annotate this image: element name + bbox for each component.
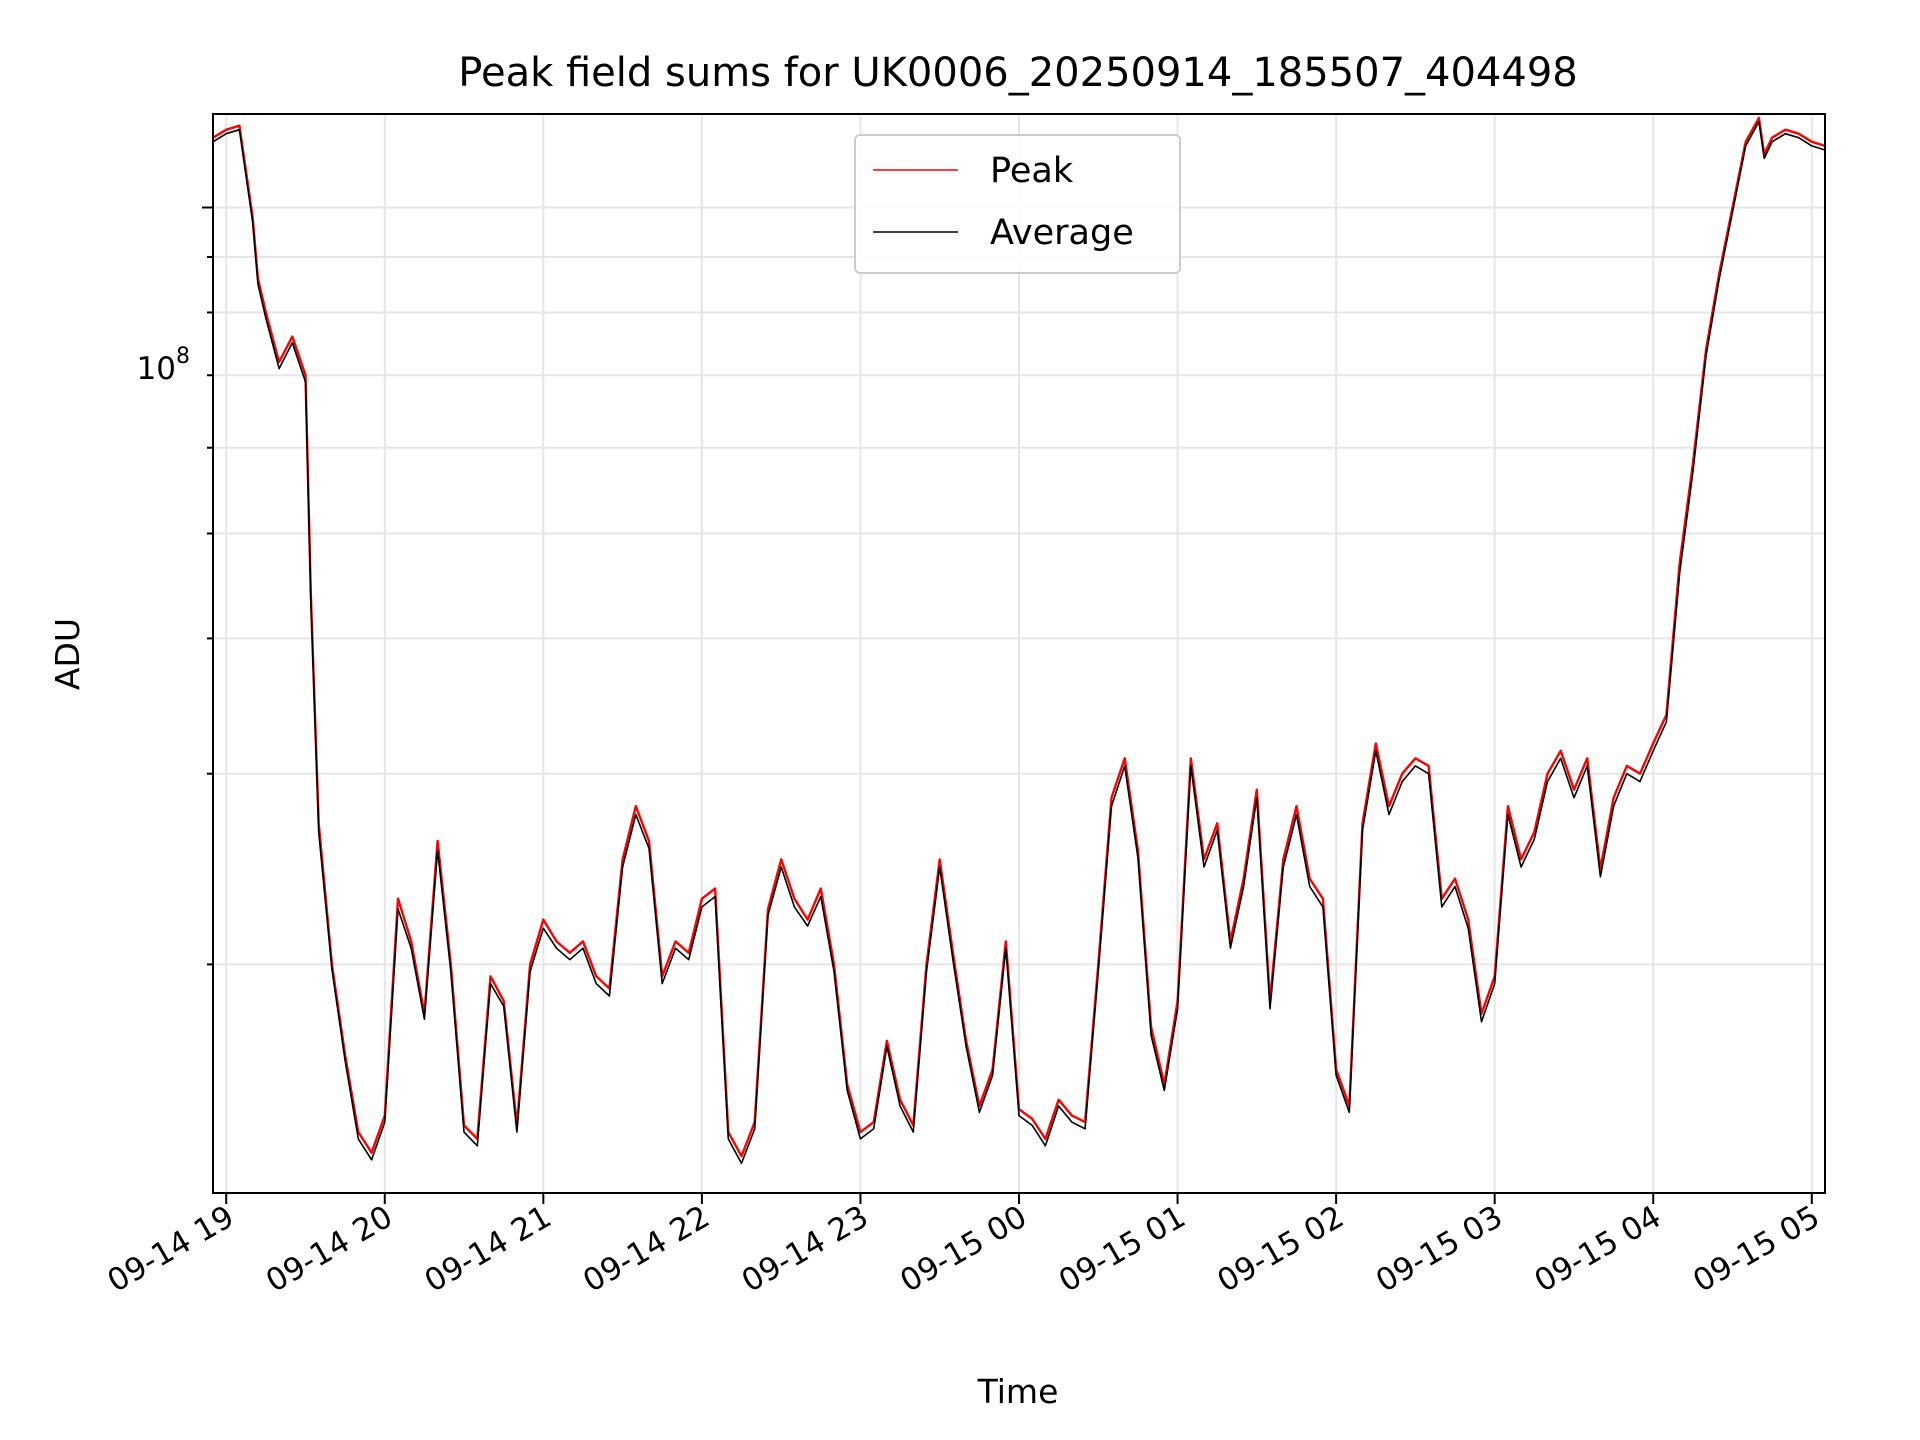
legend-label-peak: Peak [990,151,1074,191]
series-lines [212,116,1826,1165]
x-axis-label: Time [977,1372,1059,1411]
legend: Peak Average [854,134,1181,274]
y-tick-label-1e8: 108 [137,344,190,387]
y-axis-label: ADU [48,618,87,690]
y-tick-exponent: 8 [176,344,190,369]
series-line-average [212,121,1826,1165]
y-tick-base: 10 [137,351,176,387]
y-axis: 108 [137,206,213,966]
legend-label-average: Average [990,213,1134,253]
chart-title: Peak field sums for UK0006_20250914_1855… [458,50,1577,96]
